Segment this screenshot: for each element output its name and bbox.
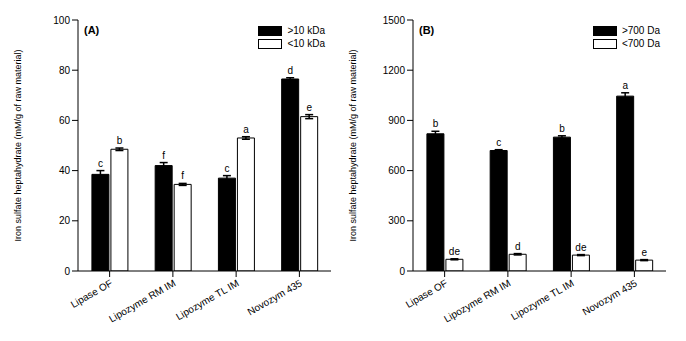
- svg-text:Novozym 435: Novozym 435: [245, 277, 304, 317]
- html-text:>700 Da: >700 Da: [621, 25, 660, 36]
- svg-text:Lipozyme RM IM: Lipozyme RM IM: [107, 277, 177, 324]
- svg-text:0: 0: [399, 266, 405, 277]
- svg-text:1500: 1500: [383, 15, 406, 26]
- svg-text:Lipozyme TL IM: Lipozyme TL IM: [509, 277, 576, 322]
- svg-text:f: f: [162, 150, 165, 161]
- svg-text:de: de: [575, 242, 587, 253]
- svg-text:e: e: [641, 247, 647, 258]
- svg-text:Lipase OF: Lipase OF: [404, 277, 449, 310]
- svg-text:c: c: [496, 137, 501, 148]
- svg-text:Iron sulfate heptahydrate (mM/: Iron sulfate heptahydrate (mM/g of raw m…: [13, 49, 23, 241]
- html-text:(A): (A): [84, 24, 100, 36]
- svg-text:300: 300: [388, 215, 405, 226]
- svg-text:de: de: [449, 246, 461, 257]
- html-text:(B): (B): [419, 24, 435, 36]
- html-text:>10 kDa: >10 kDa: [287, 25, 325, 36]
- svg-text:Lipase OF: Lipase OF: [69, 277, 114, 310]
- svg-text:1200: 1200: [383, 65, 406, 76]
- svg-text:c: c: [98, 158, 103, 169]
- svg-text:600: 600: [388, 165, 405, 176]
- html-text:<10 kDa: <10 kDa: [287, 38, 325, 49]
- svg-text:60: 60: [59, 115, 71, 126]
- svg-text:900: 900: [388, 115, 405, 126]
- svg-text:d: d: [287, 65, 293, 76]
- svg-text:100: 100: [53, 15, 70, 26]
- svg-text:f: f: [181, 170, 184, 181]
- svg-text:d: d: [515, 241, 521, 252]
- svg-text:a: a: [243, 124, 249, 135]
- svg-text:b: b: [117, 135, 123, 146]
- svg-text:80: 80: [59, 65, 71, 76]
- svg-text:Lipozyme TL IM: Lipozyme TL IM: [174, 277, 241, 322]
- svg-text:Lipozyme RM IM: Lipozyme RM IM: [442, 277, 512, 324]
- svg-text:e: e: [306, 102, 312, 113]
- svg-text:20: 20: [59, 215, 71, 226]
- svg-text:a: a: [622, 80, 628, 91]
- svg-text:0: 0: [64, 266, 70, 277]
- svg-text:c: c: [224, 163, 229, 174]
- svg-text:Novozym 435: Novozym 435: [580, 277, 639, 317]
- svg-text:Iron sulfate heptahydrate (mM/: Iron sulfate heptahydrate (mM/g of raw m…: [348, 49, 358, 241]
- svg-text:b: b: [433, 118, 439, 129]
- html-text:<700 Da: <700 Da: [621, 38, 660, 49]
- svg-text:40: 40: [59, 165, 71, 176]
- svg-text:b: b: [559, 123, 565, 134]
